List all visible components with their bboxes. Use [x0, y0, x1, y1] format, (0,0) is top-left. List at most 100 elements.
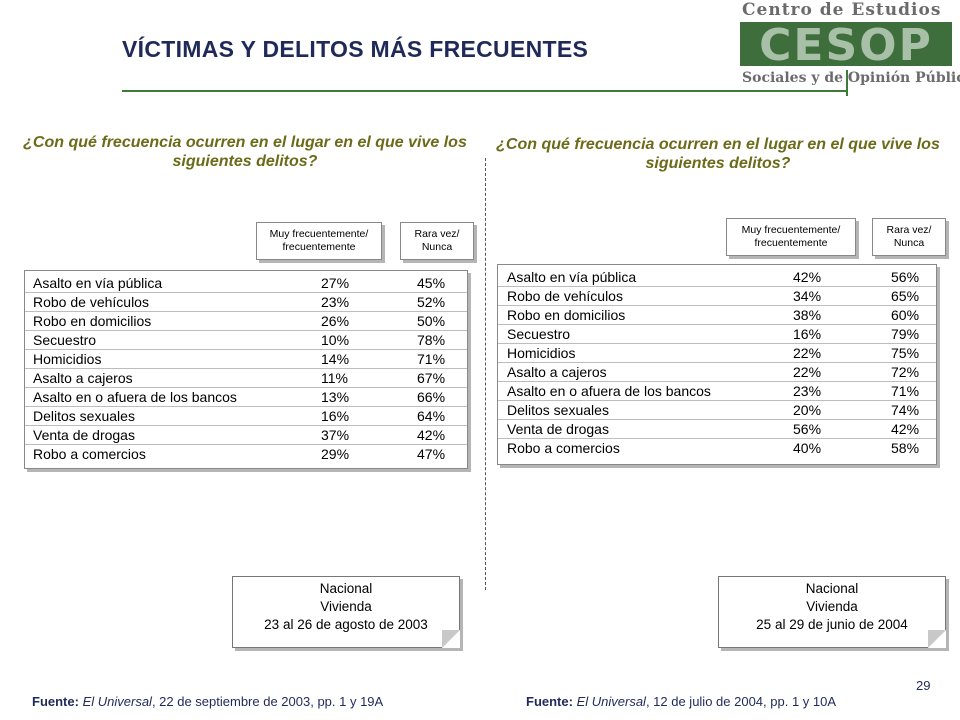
- frequent-value: 13%: [321, 389, 350, 405]
- frequent-value: 22%: [793, 345, 822, 361]
- rare-value: 71%: [417, 351, 446, 367]
- rare-value: 58%: [891, 440, 920, 456]
- table-row: Robo en domicilios 38% 60%: [498, 306, 936, 325]
- logo-bottom-text: Sociales y de Opinión Pública: [742, 70, 960, 86]
- table-row: Delitos sexuales 20% 74%: [498, 401, 936, 420]
- crime-label: Asalto en o afuera de los bancos: [33, 389, 237, 405]
- crime-label: Robo en domicilios: [507, 307, 626, 323]
- table-row: Homicidios 14% 71%: [25, 350, 467, 369]
- rare-value: 45%: [417, 275, 446, 291]
- right-header-rare: Rara vez/ Nunca: [872, 218, 946, 256]
- left-header-frequent: Muy frecuentemente/ frecuentemente: [256, 222, 382, 260]
- crime-label: Asalto en vía pública: [33, 275, 163, 291]
- rare-value: 71%: [891, 383, 920, 399]
- crime-label: Robo a comercios: [507, 440, 620, 456]
- logo-mark-text: CESOP: [759, 20, 933, 71]
- panel-divider: [485, 158, 486, 590]
- crime-label: Asalto en vía pública: [507, 269, 637, 285]
- frequent-value: 27%: [321, 275, 350, 291]
- left-question: ¿Con qué frecuencia ocurren en el lugar …: [23, 134, 467, 170]
- right-question: ¿Con qué frecuencia ocurren en el lugar …: [496, 136, 940, 172]
- title-rule: [122, 90, 848, 92]
- table-row: Homicidios 22% 75%: [498, 344, 936, 363]
- left-source-detail: , 22 de septiembre de 2003, pp. 1 y 19A: [151, 694, 384, 709]
- table-row: Venta de drogas 37% 42%: [25, 426, 467, 445]
- table-row: Robo de vehículos 23% 52%: [25, 293, 467, 312]
- table-row: Asalto en vía pública 42% 56%: [498, 268, 936, 287]
- frequent-value: 16%: [793, 326, 822, 342]
- page-title: VÍCTIMAS Y DELITOS MÁS FRECUENTES: [122, 36, 589, 62]
- frequent-value: 23%: [793, 383, 822, 399]
- title-rule-vertical: [846, 70, 848, 96]
- rare-value: 79%: [891, 326, 920, 342]
- frequent-value: 38%: [793, 307, 822, 323]
- left-note-date: 23 al 26 de agosto de 2003: [264, 617, 428, 632]
- rare-value: 65%: [891, 288, 920, 304]
- right-source-prefix: Fuente:: [526, 694, 573, 709]
- table-row: Asalto a cajeros 11% 67%: [25, 369, 467, 388]
- right-note-date: 25 al 29 de junio de 2004: [756, 617, 908, 632]
- rare-value: 50%: [417, 313, 446, 329]
- frequent-value: 34%: [793, 288, 822, 304]
- right-table: Asalto en vía pública 42% 56% Robo de vehíc…: [497, 264, 937, 465]
- table-row: Venta de drogas 56% 42%: [498, 420, 936, 439]
- left-source-publication: El Universal: [82, 694, 152, 709]
- frequent-value: 40%: [793, 440, 822, 456]
- crime-label: Robo en domicilios: [33, 313, 152, 329]
- right-header-frequent-label: Muy frecuentemente/ frecuentemente: [741, 224, 841, 249]
- logo-mark: CESOP: [740, 20, 952, 71]
- frequent-value: 56%: [793, 421, 822, 437]
- page-number: 29: [916, 678, 931, 693]
- frequent-value: 20%: [793, 402, 822, 418]
- table-row: Asalto en vía pública 27% 45%: [25, 274, 467, 293]
- crime-label: Delitos sexuales: [33, 408, 135, 424]
- right-header-frequent: Muy frecuentemente/ frecuentemente: [726, 218, 856, 256]
- left-header-rare: Rara vez/ Nunca: [400, 222, 474, 260]
- right-source: Fuente: El Universal, 12 de julio de 200…: [526, 694, 836, 709]
- page-fold-icon: [928, 630, 946, 648]
- left-note-scope: Nacional: [319, 581, 373, 596]
- left-table: Asalto en vía pública 27% 45% Robo de vehíc…: [24, 270, 468, 469]
- rare-value: 42%: [891, 421, 920, 437]
- right-source-publication: El Universal: [576, 694, 646, 709]
- left-note-type: Vivienda: [320, 599, 372, 614]
- table-row: Secuestro 10% 78%: [25, 331, 467, 350]
- frequent-value: 29%: [321, 446, 350, 462]
- crime-label: Asalto a cajeros: [507, 364, 607, 380]
- right-header-rare-label: Rara vez/ Nunca: [886, 224, 932, 249]
- left-source: Fuente: El Universal, 22 de septiembre d…: [32, 694, 383, 709]
- left-source-prefix: Fuente:: [32, 694, 79, 709]
- right-note-type: Vivienda: [806, 599, 858, 614]
- crime-label: Secuestro: [33, 332, 97, 348]
- crime-label: Robo a comercios: [33, 446, 146, 462]
- crime-label: Asalto a cajeros: [33, 370, 133, 386]
- rare-value: 72%: [891, 364, 920, 380]
- table-row: Asalto a cajeros 22% 72%: [498, 363, 936, 382]
- crime-label: Delitos sexuales: [507, 402, 609, 418]
- rare-value: 78%: [417, 332, 446, 348]
- table-row: Robo en domicilios 26% 50%: [25, 312, 467, 331]
- table-row: Delitos sexuales 16% 64%: [25, 407, 467, 426]
- left-survey-note: Nacional Vivienda 23 al 26 de agosto de …: [232, 576, 460, 648]
- page-fold-icon: [442, 630, 460, 648]
- right-survey-note: Nacional Vivienda 25 al 29 de junio de 2…: [718, 576, 946, 648]
- right-source-detail: , 12 de julio de 2004, pp. 1 y 10A: [645, 694, 837, 709]
- frequent-value: 10%: [321, 332, 350, 348]
- table-row: Robo de vehículos 34% 65%: [498, 287, 936, 306]
- rare-value: 56%: [891, 269, 920, 285]
- frequent-value: 11%: [321, 370, 348, 386]
- rare-value: 74%: [891, 402, 920, 418]
- rare-value: 52%: [417, 294, 446, 310]
- frequent-value: 42%: [793, 269, 822, 285]
- table-row: Robo a comercios 29% 47%: [25, 445, 467, 463]
- rare-value: 42%: [417, 427, 446, 443]
- frequent-value: 14%: [321, 351, 350, 367]
- table-row: Asalto en o afuera de los bancos 13% 66%: [25, 388, 467, 407]
- crime-label: Robo de vehículos: [507, 288, 623, 304]
- cesop-logo: Centro de Estudios CESOP Sociales y de O…: [736, 0, 960, 94]
- rare-value: 64%: [417, 408, 446, 424]
- frequent-value: 16%: [321, 408, 350, 424]
- table-row: Robo a comercios 40% 58%: [498, 439, 936, 457]
- crime-label: Asalto en o afuera de los bancos: [507, 383, 711, 399]
- rare-value: 66%: [417, 389, 446, 405]
